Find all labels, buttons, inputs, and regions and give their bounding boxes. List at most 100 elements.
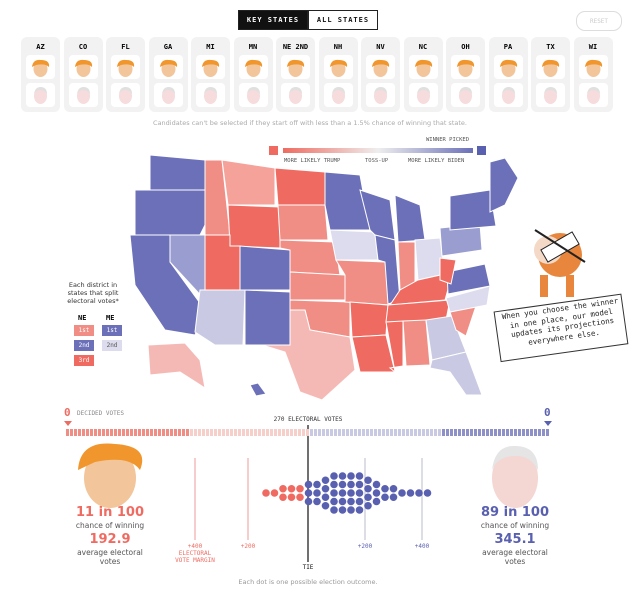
state[interactable] [147,342,206,390]
bar-segment [534,429,537,436]
bar-segment [194,429,197,436]
me-district[interactable]: 1st [102,325,122,336]
bar-segment [318,429,321,436]
state[interactable] [489,157,519,213]
candidate-buttons [578,55,608,107]
state[interactable] [149,154,206,191]
outcome-dot [313,497,321,506]
bar-segment [510,429,513,436]
bar-segment [302,429,305,436]
bar-segment [114,429,117,436]
legend-tossup: TOSS-UP [365,158,389,164]
state[interactable] [385,320,404,374]
trump-face [76,61,90,77]
state[interactable] [374,234,401,305]
state-label: FL [121,43,130,51]
state[interactable] [227,204,281,249]
bar-segment [434,429,437,436]
state[interactable] [402,319,431,367]
outcome-dot [372,480,381,489]
state-card: NE 2ND [276,37,315,112]
biden-odds-label: chance of winning [480,521,550,530]
trump-hair [329,59,347,67]
bar-segment [238,429,241,436]
bar-segment [186,429,189,436]
biden-hair [544,87,557,94]
biden-hair [161,87,175,94]
state-card: NV [361,37,400,112]
ne-district[interactable]: 2nd [74,340,94,351]
state[interactable] [394,194,426,243]
bar-segment [426,429,429,436]
trump-face [78,443,143,508]
state-label: CO [78,43,88,51]
candidate-buttons [68,55,98,107]
state[interactable] [446,263,491,295]
biden-face [289,88,302,104]
bar-segment [330,429,333,436]
reset-button[interactable]: RESET [576,11,622,31]
biden-ev-label: average electoral votes [482,548,548,566]
biden-hair [34,87,47,94]
biden-hair [76,87,90,94]
state[interactable] [261,309,356,401]
candidate-buttons [366,55,395,107]
bar-segment [150,429,153,436]
state-label: NH [333,43,343,51]
state[interactable] [244,289,291,346]
state[interactable] [274,167,326,206]
ne-district[interactable]: 3rd [74,355,94,366]
outcome-dot [270,489,279,497]
me-label: ME [106,314,115,322]
state[interactable] [349,301,389,338]
state[interactable] [239,245,291,291]
state[interactable] [329,229,379,261]
trump-hair [584,59,602,67]
bar-segment [202,429,205,436]
outcome-dot [415,489,423,497]
bar-segment [118,429,121,436]
bar-segment [346,429,349,436]
state[interactable] [134,189,206,236]
trump-face [416,61,430,77]
bar-segment [158,429,161,436]
trump-hair [499,59,517,67]
candidate-buttons [153,55,183,107]
me-district[interactable]: 2nd [102,340,122,351]
candidate-buttons [408,55,438,107]
bar-segment [142,429,145,436]
bar-segment [198,429,201,436]
bar-segment [394,429,397,436]
state[interactable] [249,382,267,397]
bar-segment [78,429,81,436]
margin-tick: +400 [414,543,430,550]
state[interactable] [351,334,396,373]
state[interactable] [221,159,276,206]
winner-picked: WINNER PICKED [426,137,470,143]
state[interactable] [449,189,497,231]
legend-trump: MORE LIKELY TRUMP [284,158,341,164]
bar-segment [294,429,297,436]
state[interactable] [289,271,346,301]
all-states-tab[interactable]: ALL STATES [308,10,378,30]
bar-segment [74,429,77,436]
trump-decided: 0 [64,406,71,419]
state[interactable] [277,204,329,241]
ne-district[interactable]: 1st [74,325,94,336]
decided-votes-bar [66,429,549,436]
state[interactable] [439,257,457,285]
trump-hair [74,59,92,67]
state-label: GA [163,43,173,51]
biden-face [204,88,217,104]
state[interactable] [429,351,483,396]
trump-hair [244,59,262,67]
trump-face [203,61,218,77]
bar-segment [290,429,293,436]
key-states-tab[interactable]: KEY STATES [238,10,308,30]
state[interactable] [194,289,246,346]
outcome-dot [287,484,296,493]
bar-segment [518,429,521,436]
state[interactable] [324,171,371,231]
biden-decided: 0 [544,406,551,419]
state[interactable] [445,285,491,313]
